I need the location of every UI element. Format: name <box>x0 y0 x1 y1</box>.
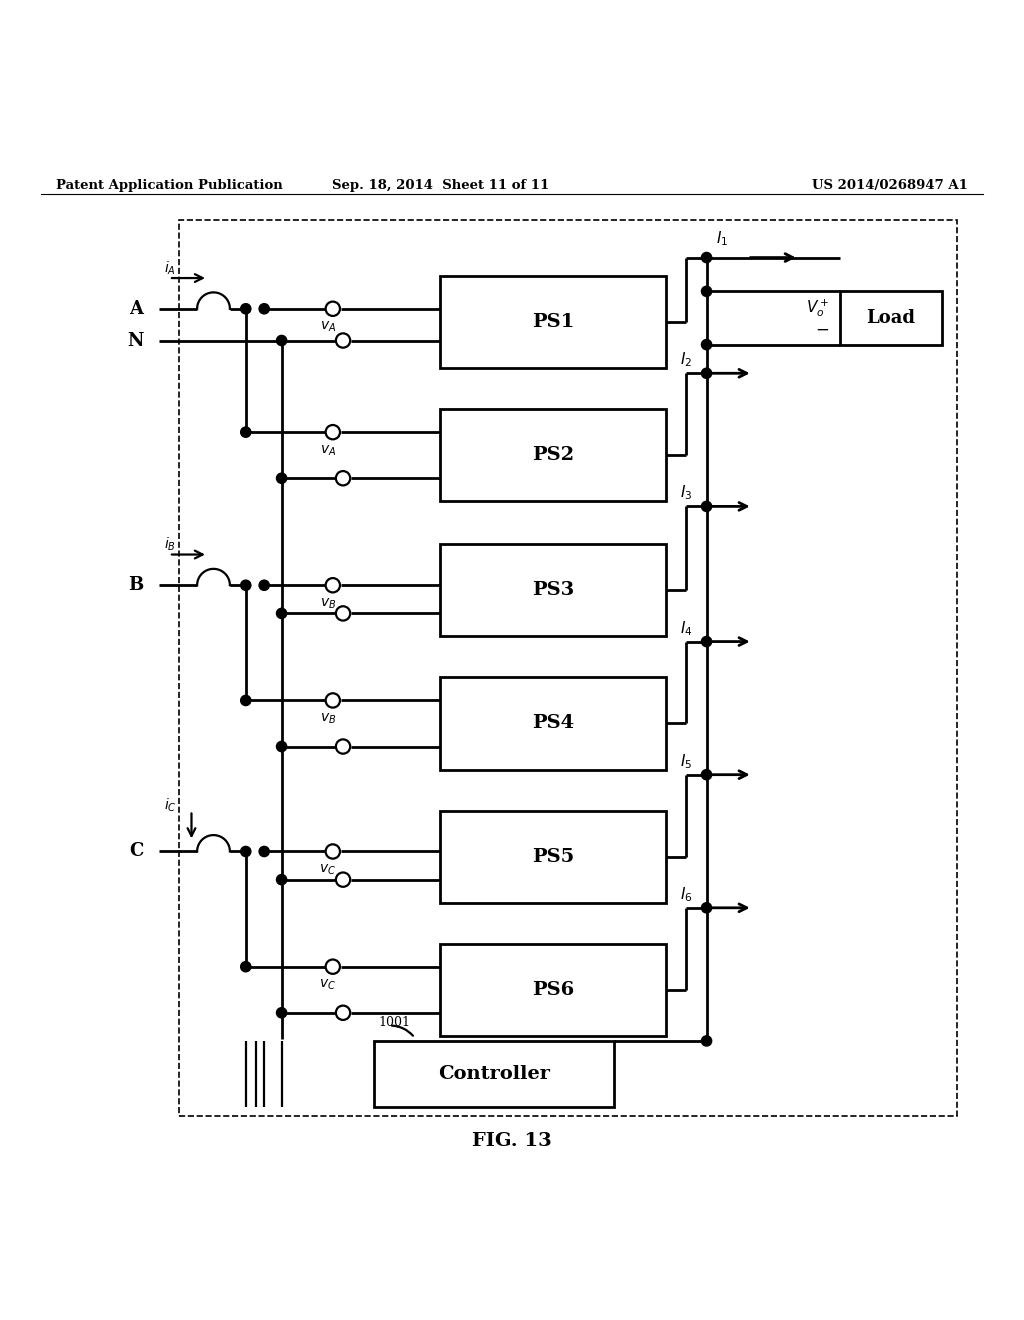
Circle shape <box>701 903 712 913</box>
Text: $I_6$: $I_6$ <box>680 886 692 904</box>
Text: −: − <box>815 322 829 339</box>
Circle shape <box>276 1007 287 1018</box>
Text: PS5: PS5 <box>531 847 574 866</box>
Circle shape <box>336 739 350 754</box>
Text: $v_A$: $v_A$ <box>319 444 336 458</box>
Bar <box>374 1041 614 1107</box>
Text: $v_C$: $v_C$ <box>319 978 336 993</box>
Circle shape <box>701 1036 712 1045</box>
Text: $V_o^+$: $V_o^+$ <box>806 297 829 318</box>
Circle shape <box>326 301 340 315</box>
Circle shape <box>336 1006 350 1020</box>
Circle shape <box>259 846 269 857</box>
Text: Controller: Controller <box>438 1065 550 1084</box>
Text: $I_4$: $I_4$ <box>680 619 692 638</box>
Circle shape <box>241 304 251 314</box>
Circle shape <box>276 875 287 884</box>
Circle shape <box>336 606 350 620</box>
Text: $v_B$: $v_B$ <box>319 711 336 726</box>
Circle shape <box>701 770 712 780</box>
Circle shape <box>701 636 712 647</box>
Circle shape <box>241 428 251 437</box>
Text: N: N <box>127 331 143 350</box>
Text: US 2014/0268947 A1: US 2014/0268947 A1 <box>812 178 968 191</box>
Circle shape <box>326 693 340 708</box>
Circle shape <box>336 873 350 887</box>
Circle shape <box>259 304 269 314</box>
Bar <box>440 944 666 1036</box>
Circle shape <box>701 502 712 512</box>
Circle shape <box>276 335 287 346</box>
Circle shape <box>336 471 350 486</box>
Text: $v_B$: $v_B$ <box>319 597 336 611</box>
Circle shape <box>241 579 251 590</box>
Text: PS2: PS2 <box>531 446 574 465</box>
Circle shape <box>241 846 251 857</box>
Text: PS1: PS1 <box>531 313 574 331</box>
Text: PS3: PS3 <box>531 581 574 599</box>
Circle shape <box>326 578 340 593</box>
Text: C: C <box>129 842 143 861</box>
Circle shape <box>326 960 340 974</box>
Circle shape <box>241 696 251 706</box>
Bar <box>440 544 666 636</box>
Text: Patent Application Publication: Patent Application Publication <box>56 178 283 191</box>
Circle shape <box>326 845 340 858</box>
Text: $i_B$: $i_B$ <box>164 536 176 553</box>
Circle shape <box>276 473 287 483</box>
Bar <box>440 810 666 903</box>
Circle shape <box>336 334 350 347</box>
Text: Sep. 18, 2014  Sheet 11 of 11: Sep. 18, 2014 Sheet 11 of 11 <box>332 178 549 191</box>
Circle shape <box>701 339 712 350</box>
Text: 1001: 1001 <box>379 1016 411 1030</box>
Text: PS6: PS6 <box>531 981 574 999</box>
Circle shape <box>259 579 269 590</box>
Text: $I_3$: $I_3$ <box>680 483 692 503</box>
Bar <box>440 276 666 368</box>
Text: $v_C$: $v_C$ <box>319 863 336 876</box>
Bar <box>440 677 666 770</box>
Circle shape <box>276 609 287 619</box>
Text: $i_C$: $i_C$ <box>164 797 176 814</box>
Circle shape <box>276 742 287 751</box>
Circle shape <box>701 368 712 379</box>
Bar <box>840 292 942 345</box>
Text: $i_A$: $i_A$ <box>164 259 176 276</box>
Text: FIG. 13: FIG. 13 <box>472 1133 552 1150</box>
Text: A: A <box>129 300 143 318</box>
Text: PS4: PS4 <box>531 714 574 733</box>
Circle shape <box>241 961 251 972</box>
Circle shape <box>326 425 340 440</box>
Circle shape <box>701 286 712 297</box>
Bar <box>179 219 957 1115</box>
Text: $I_2$: $I_2$ <box>680 351 692 370</box>
Text: $v_A$: $v_A$ <box>319 319 336 334</box>
Text: $I_1$: $I_1$ <box>716 230 728 248</box>
Text: B: B <box>128 577 143 594</box>
Text: Load: Load <box>866 309 915 327</box>
Bar <box>440 409 666 502</box>
Text: $I_5$: $I_5$ <box>680 752 692 771</box>
Circle shape <box>701 252 712 263</box>
